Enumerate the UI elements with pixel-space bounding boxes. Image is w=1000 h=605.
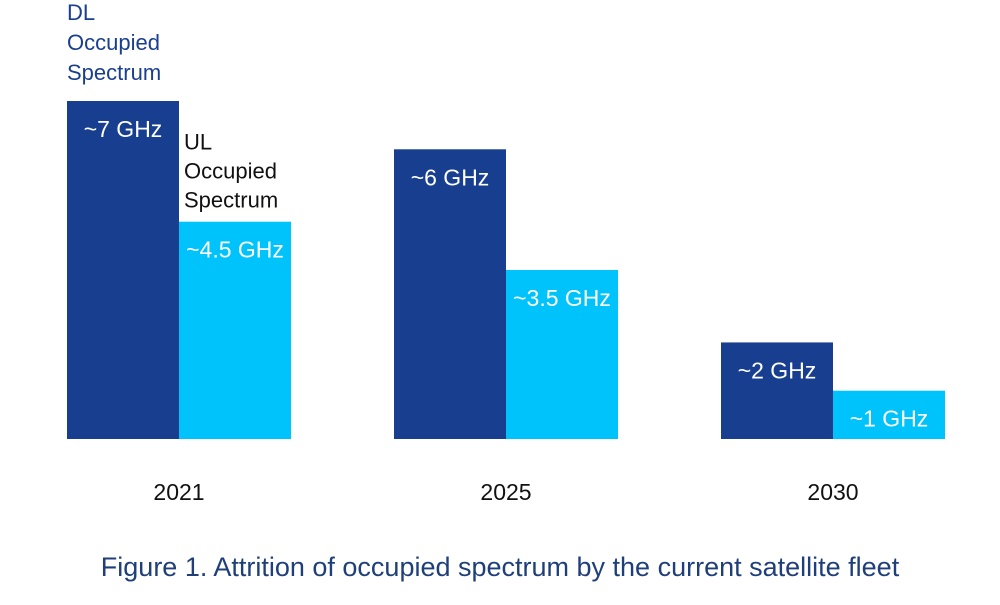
legend-ul-line-2: Occupied — [184, 159, 277, 184]
bar-dl-2025 — [394, 149, 506, 440]
data-label-ul-2030: ~1 GHz — [850, 406, 929, 432]
legend-dl-line-3: Spectrum — [67, 60, 161, 85]
x-tick-label-2030: 2030 — [807, 479, 858, 505]
legend-dl-line-1: DL — [67, 0, 95, 25]
bar-dl-2021 — [67, 101, 179, 439]
x-tick-label-2025: 2025 — [480, 479, 531, 505]
figure-caption: Figure 1. Attrition of occupied spectrum… — [100, 552, 900, 582]
legend-ul-line-1: UL — [184, 130, 212, 155]
bar-ul-2021 — [179, 221, 291, 439]
x-tick-label-2021: 2021 — [153, 479, 204, 505]
data-label-dl-2030: ~2 GHz — [738, 357, 817, 383]
legend-ul-line-3: Spectrum — [184, 188, 278, 213]
data-label-ul-2021: ~4.5 GHz — [186, 237, 284, 263]
legend-dl-line-2: Occupied — [67, 30, 160, 55]
bar-dl-2030 — [721, 342, 833, 439]
data-label-dl-2021: ~7 GHz — [84, 116, 163, 142]
data-label-dl-2025: ~6 GHz — [411, 164, 490, 190]
data-label-ul-2025: ~3.5 GHz — [513, 285, 611, 311]
bar-ul-2030 — [833, 390, 945, 439]
bar-ul-2025 — [506, 270, 618, 439]
